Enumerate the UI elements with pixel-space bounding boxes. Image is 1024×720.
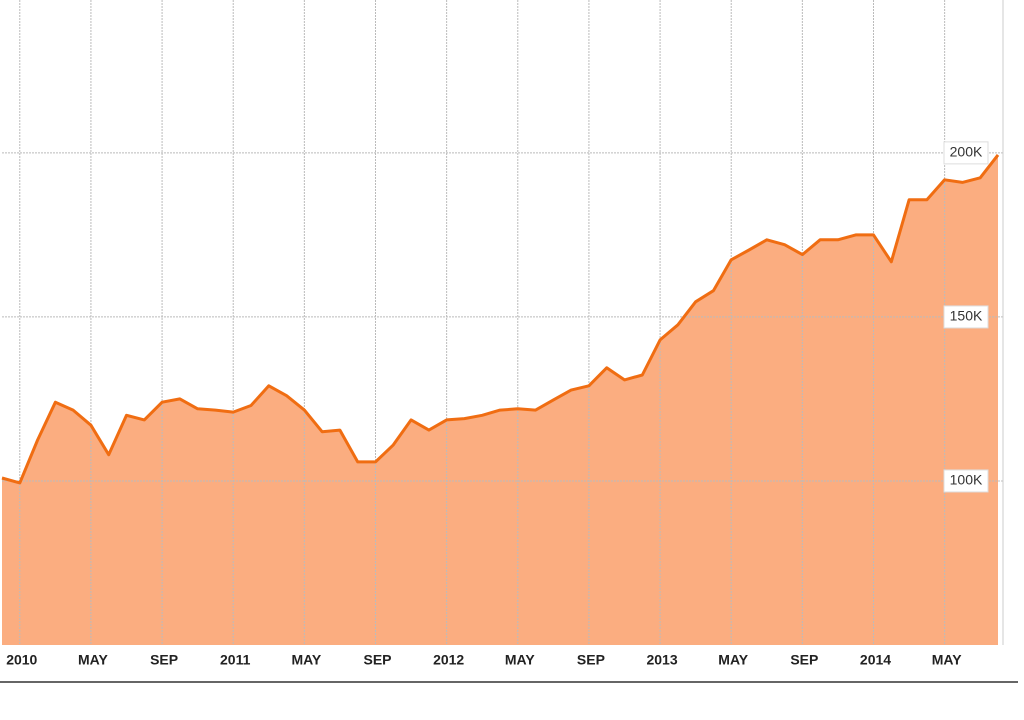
y-tick-box bbox=[943, 469, 989, 493]
x-tick-label: SEP bbox=[150, 652, 178, 668]
x-tick-label: 2010 bbox=[6, 652, 37, 668]
x-tick-label: 2013 bbox=[646, 652, 677, 668]
y-tick-label: 150K bbox=[950, 308, 983, 324]
x-tick-label: 2011 bbox=[220, 652, 251, 668]
x-tick-label: MAY bbox=[932, 652, 962, 668]
x-tick-label: MAY bbox=[505, 652, 535, 668]
x-tick-label: MAY bbox=[291, 652, 321, 668]
x-tick-label: SEP bbox=[577, 652, 605, 668]
y-tick-label: 200K bbox=[950, 144, 983, 160]
x-tick-label: 2014 bbox=[860, 652, 891, 668]
y-tick-label: 100K bbox=[950, 472, 983, 488]
x-tick-label: 2012 bbox=[433, 652, 464, 668]
x-tick-label: SEP bbox=[790, 652, 818, 668]
x-tick-label: SEP bbox=[363, 652, 391, 668]
x-tick-label: MAY bbox=[78, 652, 108, 668]
y-tick-box bbox=[943, 141, 989, 165]
y-tick-box bbox=[943, 305, 989, 329]
price-line bbox=[1, 153, 1000, 485]
x-tick-label: MAY bbox=[718, 652, 748, 668]
area-fill bbox=[2, 154, 998, 645]
